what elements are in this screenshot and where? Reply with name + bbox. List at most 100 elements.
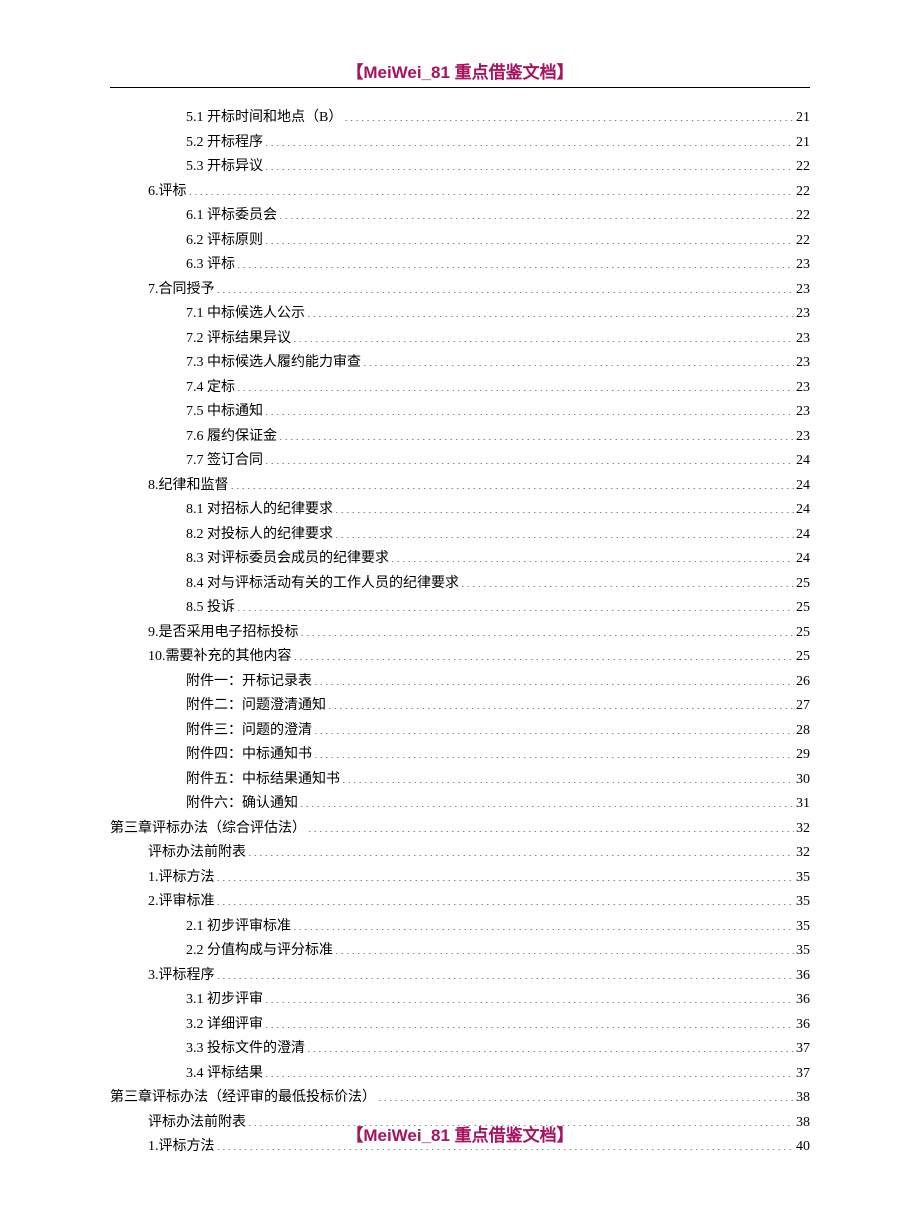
toc-page-number: 23 (796, 425, 810, 450)
toc-page-number: 36 (796, 964, 810, 989)
toc-entry: 2.1 初步评审标准 35 (110, 915, 810, 940)
toc-page-number: 25 (796, 621, 810, 646)
toc-label: 1.评标方法 (148, 866, 215, 891)
toc-page-number: 25 (796, 596, 810, 621)
toc-page-number: 38 (796, 1086, 810, 1111)
toc-entry: 2.评审标准35 (110, 890, 810, 915)
toc-label: 3.1 初步评审 (186, 988, 263, 1013)
toc-page-number: 24 (796, 474, 810, 499)
toc-page-number: 36 (796, 1013, 810, 1038)
toc-entry: 5.2 开标程序21 (110, 131, 810, 156)
toc-entry: 7.4 定标23 (110, 376, 810, 401)
toc-label: 10.需要补充的其他内容 (148, 645, 292, 670)
toc-entry: 3.4 评标结果37 (110, 1062, 810, 1087)
toc-leader (237, 377, 794, 391)
toc-leader (335, 524, 794, 538)
toc-entry: 附件二：问题澄清通知27 (110, 694, 810, 719)
toc-entry: 5.1 开标时间和地点（B）21 (110, 106, 810, 131)
toc-entry: 7.合同授予23 (110, 278, 810, 303)
toc-page-number: 37 (796, 1037, 810, 1062)
toc-leader (265, 401, 794, 415)
toc-page-number: 23 (796, 278, 810, 303)
toc-leader (344, 107, 794, 121)
toc-entry: 8.1 对招标人的纪律要求 24 (110, 498, 810, 523)
toc-leader (231, 475, 795, 489)
toc-label: 附件六：确认通知 (186, 792, 298, 817)
toc-entry: 6.评标 22 (110, 180, 810, 205)
toc-entry: 3.2 详细评审36 (110, 1013, 810, 1038)
toc-page-number: 24 (796, 547, 810, 572)
toc-leader (293, 328, 794, 342)
toc-page-number: 22 (796, 229, 810, 254)
toc-entry: 8.2 对投标人的纪律要求24 (110, 523, 810, 548)
toc-leader (314, 720, 794, 734)
toc-label: 9.是否采用电子招标投标 (148, 621, 299, 646)
toc-entry: 2.2 分值构成与评分标准35 (110, 939, 810, 964)
toc-leader (307, 1038, 794, 1052)
toc-entry: 1.评标方法35 (110, 866, 810, 891)
toc-leader (265, 989, 794, 1003)
toc-leader (217, 279, 795, 293)
toc-leader (335, 499, 794, 513)
document-page: 【MeiWei_81 重点借鉴文档】 5.1 开标时间和地点（B）215.2 开… (0, 0, 920, 1210)
toc-leader (265, 1014, 794, 1028)
toc-entry: 6.1 评标委员会22 (110, 204, 810, 229)
toc-label: 第三章评标办法（综合评估法） (110, 817, 306, 842)
toc-label: 6.3 评标 (186, 253, 235, 278)
toc-entry: 附件四：中标通知书29 (110, 743, 810, 768)
toc-label: 7.2 评标结果异议 (186, 327, 291, 352)
toc-label: 8.1 对招标人的纪律要求 (186, 498, 333, 523)
toc-leader (217, 867, 795, 881)
toc-entry: 7.2 评标结果异议23 (110, 327, 810, 352)
toc-entry: 附件一：开标记录表26 (110, 670, 810, 695)
toc-page-number: 35 (796, 915, 810, 940)
toc-label: 8.5 投诉 (186, 596, 235, 621)
toc-label: 8.4 对与评标活动有关的工作人员的纪律要求 (186, 572, 459, 597)
toc-entry: 3.1 初步评审36 (110, 988, 810, 1013)
toc-page-number: 22 (796, 155, 810, 180)
toc-leader (265, 132, 794, 146)
toc-label: 附件五：中标结果通知书 (186, 768, 340, 793)
toc-leader (248, 842, 794, 856)
toc-label: 附件四：中标通知书 (186, 743, 312, 768)
toc-page-number: 23 (796, 376, 810, 401)
toc-label: 7.1 中标候选人公示 (186, 302, 305, 327)
toc-label: 附件一：开标记录表 (186, 670, 312, 695)
toc-leader (189, 181, 795, 195)
toc-label: 附件二：问题澄清通知 (186, 694, 326, 719)
toc-entry: 附件六：确认通知31 (110, 792, 810, 817)
toc-entry: 3.3 投标文件的澄清 37 (110, 1037, 810, 1062)
toc-label: 5.2 开标程序 (186, 131, 263, 156)
toc-page-number: 24 (796, 523, 810, 548)
toc-label: 7.7 签订合同 (186, 449, 263, 474)
toc-label: 2.1 初步评审标准 (186, 915, 291, 940)
toc-label: 6.评标 (148, 180, 187, 205)
toc-entry: 8.4 对与评标活动有关的工作人员的纪律要求 25 (110, 572, 810, 597)
toc-entry: 7.1 中标候选人公示 23 (110, 302, 810, 327)
toc-page-number: 23 (796, 302, 810, 327)
header-divider (110, 87, 810, 88)
toc-label: 第三章评标办法（经评审的最低投标价法） (110, 1086, 376, 1111)
page-footer: 【MeiWei_81 重点借鉴文档】 (0, 1121, 920, 1146)
toc-page-number: 21 (796, 106, 810, 131)
toc-page-number: 28 (796, 719, 810, 744)
toc-label: 5.3 开标异议 (186, 155, 263, 180)
toc-label: 8.纪律和监督 (148, 474, 229, 499)
toc-label: 8.3 对评标委员会成员的纪律要求 (186, 547, 389, 572)
toc-entry: 5.3 开标异议 22 (110, 155, 810, 180)
toc-page-number: 24 (796, 498, 810, 523)
toc-label: 7.6 履约保证金 (186, 425, 277, 450)
toc-entry: 评标办法前附表32 (110, 841, 810, 866)
toc-leader (265, 156, 794, 170)
toc-label: 3.3 投标文件的澄清 (186, 1037, 305, 1062)
toc-leader (293, 916, 794, 930)
toc-leader (335, 940, 794, 954)
toc-leader (294, 646, 795, 660)
toc-entry: 附件五：中标结果通知书30 (110, 768, 810, 793)
toc-label: 评标办法前附表 (148, 841, 246, 866)
toc-entry: 7.3 中标候选人履约能力审查23 (110, 351, 810, 376)
toc-page-number: 25 (796, 572, 810, 597)
toc-page-number: 22 (796, 180, 810, 205)
toc-page-number: 25 (796, 645, 810, 670)
toc-entry: 8.3 对评标委员会成员的纪律要求 24 (110, 547, 810, 572)
